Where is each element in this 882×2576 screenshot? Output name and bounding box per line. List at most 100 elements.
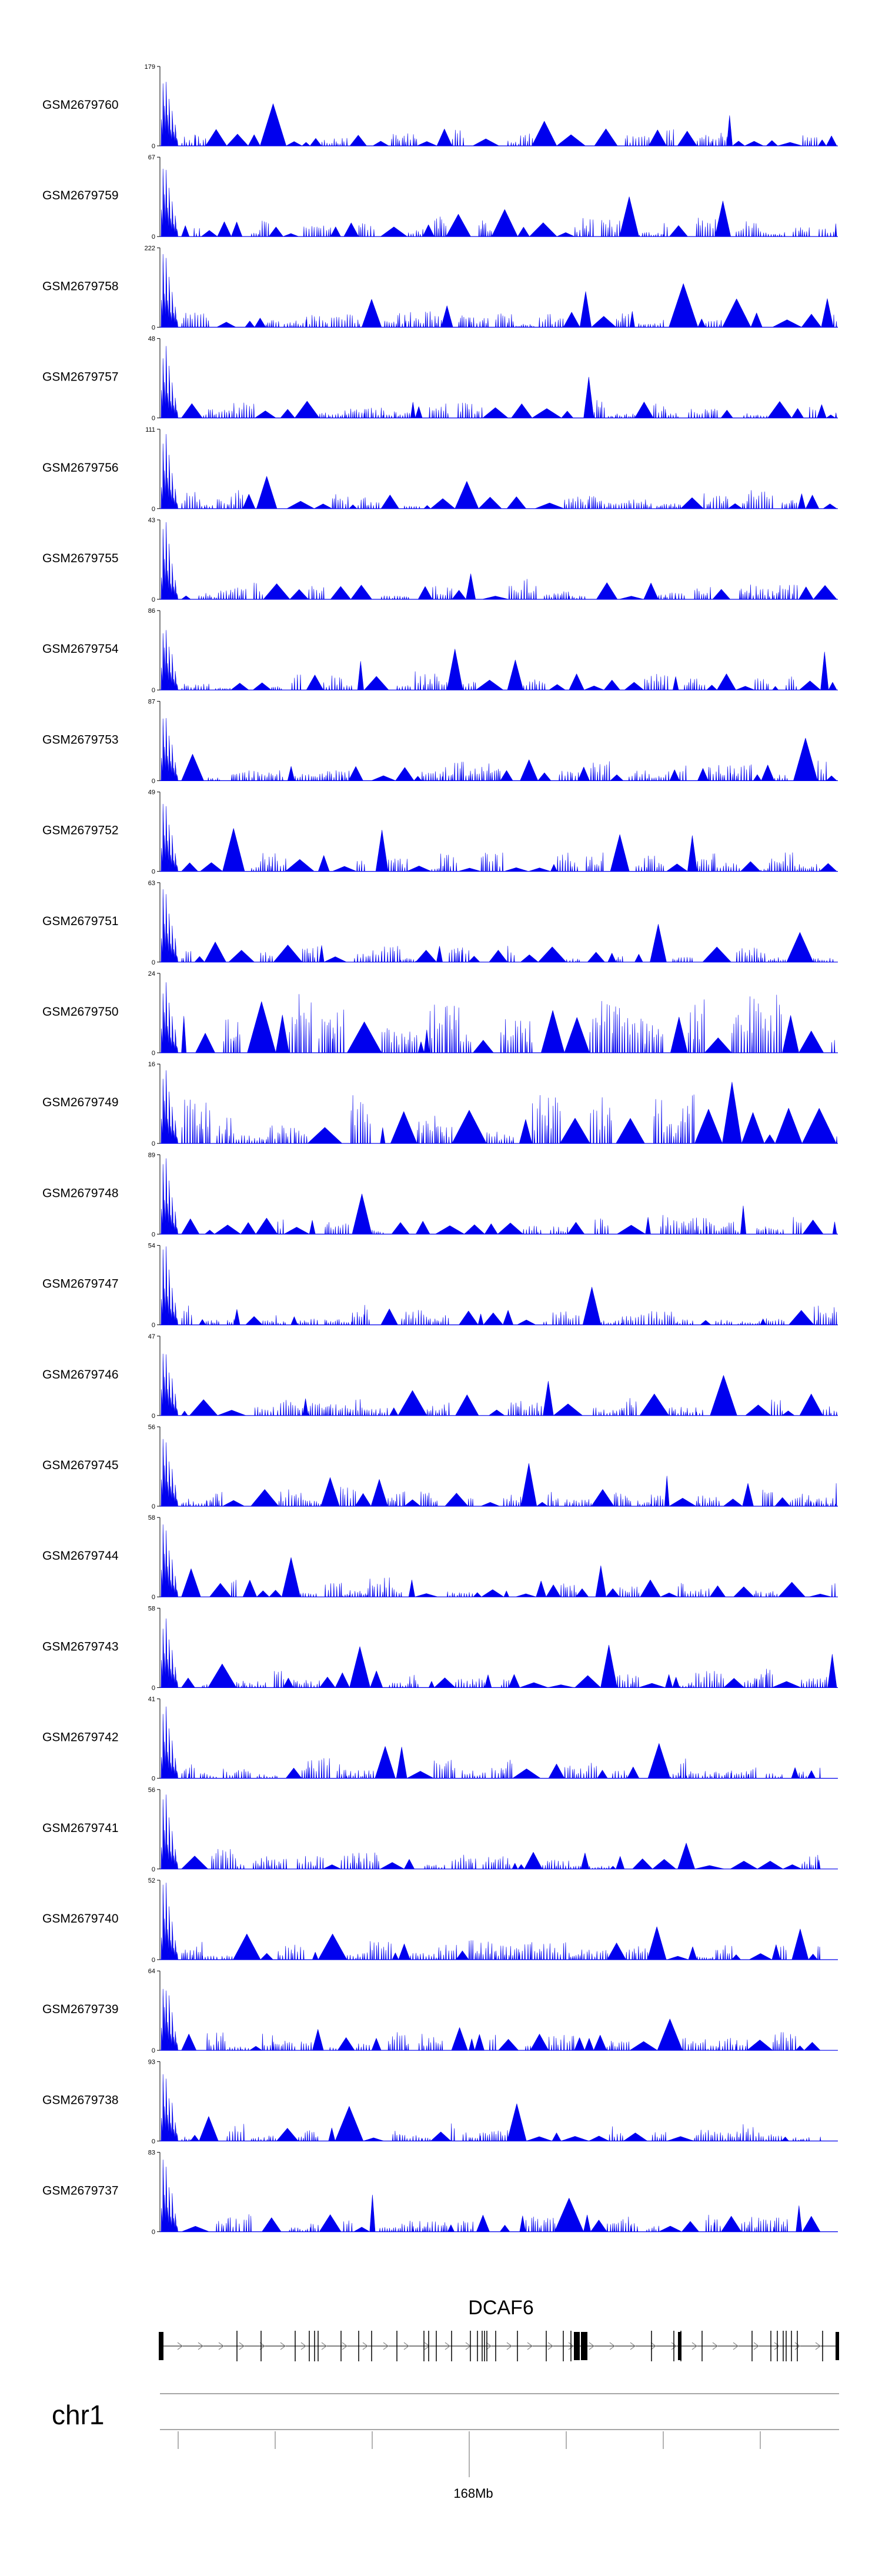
y-tick-min-label: 0 (152, 1776, 155, 1783)
track-GSM2679753: GSM2679753 87 0 (42, 698, 838, 785)
y-tick-min-label: 0 (152, 2047, 155, 2054)
track-GSM2679757: GSM2679757 48 0 (42, 336, 838, 422)
track-label: GSM2679742 (42, 1731, 119, 1744)
track-GSM2679760: GSM2679760 179 0 (42, 64, 838, 150)
strand-arrow (589, 2342, 594, 2350)
strand-arrow (280, 2342, 286, 2350)
y-tick-max-label: 16 (148, 1061, 155, 1068)
y-tick-max-label: 87 (148, 698, 155, 705)
y-tick-min-label: 0 (152, 1413, 155, 1420)
strand-arrow (506, 2342, 512, 2350)
coverage-area (159, 1988, 821, 2051)
strand-arrow (177, 2342, 183, 2350)
strand-arrow (527, 2342, 533, 2350)
y-tick-min-label: 0 (152, 1140, 155, 1147)
coverage-area (159, 2160, 821, 2232)
strand-arrow (753, 2342, 759, 2350)
coverage-area (159, 1246, 837, 1325)
track-label: GSM2679748 (42, 1186, 119, 1200)
track-GSM2679741: GSM2679741 56 0 (42, 1787, 838, 1873)
track-label: GSM2679744 (42, 1549, 119, 1563)
track-GSM2679756: GSM2679756 111 0 (42, 426, 838, 513)
coverage-area (159, 1158, 837, 1234)
coverage-area (159, 1439, 837, 1507)
coverage-area (159, 1794, 821, 1870)
track-GSM2679748: GSM2679748 89 0 (42, 1152, 838, 1238)
coverage-area (159, 718, 837, 781)
y-tick-max-label: 54 (148, 1243, 155, 1250)
coverage-area (159, 168, 837, 237)
strand-arrow (362, 2342, 368, 2350)
coverage-area (159, 1706, 821, 1778)
strand-arrow (650, 2342, 656, 2350)
exon-block (836, 2332, 839, 2360)
y-tick-min-label: 0 (152, 415, 155, 422)
strand-arrow (403, 2342, 409, 2350)
y-tick-min-label: 0 (152, 324, 155, 331)
y-tick-min-label: 0 (152, 233, 155, 241)
coverage-area (159, 1353, 837, 1416)
coverage-area (159, 889, 837, 963)
track-label: GSM2679740 (42, 1912, 119, 1926)
y-tick-max-label: 56 (148, 1424, 155, 1431)
track-GSM2679759: GSM2679759 67 0 (42, 154, 838, 241)
coverage-area (159, 803, 837, 872)
y-tick-max-label: 63 (148, 880, 155, 887)
y-tick-max-label: 83 (148, 2150, 155, 2157)
exon-block (159, 2332, 163, 2360)
coverage-area (159, 346, 837, 418)
track-label: GSM2679760 (42, 98, 119, 112)
strand-arrow (445, 2342, 450, 2350)
x-tick-label: 168Mb (453, 2486, 493, 2501)
track-GSM2679740: GSM2679740 52 0 (42, 1877, 838, 1964)
y-tick-max-label: 93 (148, 2058, 155, 2066)
y-tick-min-label: 0 (152, 1684, 155, 1691)
track-GSM2679751: GSM2679751 63 0 (42, 880, 838, 966)
y-tick-min-label: 0 (152, 1231, 155, 1238)
track-label: GSM2679754 (42, 642, 119, 656)
coverage-area (159, 522, 837, 600)
coverage-tracks: GSM2679760 179 0 GSM2679759 67 0 GSM2679758 222… (42, 64, 838, 2236)
track-label: GSM2679747 (42, 1277, 119, 1291)
track-GSM2679744: GSM2679744 58 0 (42, 1514, 838, 1601)
y-tick-min-label: 0 (152, 143, 155, 150)
track-GSM2679754: GSM2679754 86 0 (42, 608, 838, 694)
y-tick-max-label: 58 (148, 1514, 155, 1521)
y-tick-max-label: 49 (148, 789, 155, 796)
exon-block (581, 2332, 587, 2360)
track-label: GSM2679759 (42, 189, 119, 202)
strand-arrow (424, 2342, 430, 2350)
y-tick-max-label: 179 (145, 64, 155, 71)
strand-arrow (321, 2342, 327, 2350)
track-GSM2679743: GSM2679743 58 0 (42, 1605, 838, 1691)
strand-arrow (383, 2342, 389, 2350)
track-label: GSM2679739 (42, 2003, 119, 2016)
track-GSM2679739: GSM2679739 64 0 (42, 1968, 838, 2054)
y-tick-max-label: 111 (145, 426, 155, 433)
track-label: GSM2679737 (42, 2184, 119, 2198)
y-tick-max-label: 56 (148, 1787, 155, 1794)
strand-arrow (815, 2342, 821, 2350)
track-GSM2679749: GSM2679749 16 0 (42, 1061, 838, 1147)
y-tick-min-label: 0 (152, 2138, 155, 2145)
track-label: GSM2679758 (42, 279, 119, 293)
y-tick-max-label: 48 (148, 336, 155, 343)
coverage-area (159, 630, 837, 690)
y-tick-min-label: 0 (152, 1050, 155, 1057)
coverage-area (159, 434, 837, 509)
track-label: GSM2679745 (42, 1459, 119, 1472)
y-tick-min-label: 0 (152, 506, 155, 513)
y-tick-max-label: 47 (148, 1333, 155, 1340)
coverage-area (159, 1070, 838, 1144)
coverage-area (159, 1883, 821, 1960)
y-tick-min-label: 0 (152, 596, 155, 603)
track-GSM2679755: GSM2679755 43 0 (42, 517, 838, 603)
exon-block (678, 2332, 681, 2360)
track-GSM2679745: GSM2679745 56 0 (42, 1424, 838, 1510)
coverage-area (159, 2074, 821, 2141)
y-tick-max-label: 222 (145, 245, 155, 252)
strand-arrow (342, 2342, 348, 2350)
strand-arrow (198, 2342, 203, 2350)
y-tick-min-label: 0 (152, 1322, 155, 1329)
